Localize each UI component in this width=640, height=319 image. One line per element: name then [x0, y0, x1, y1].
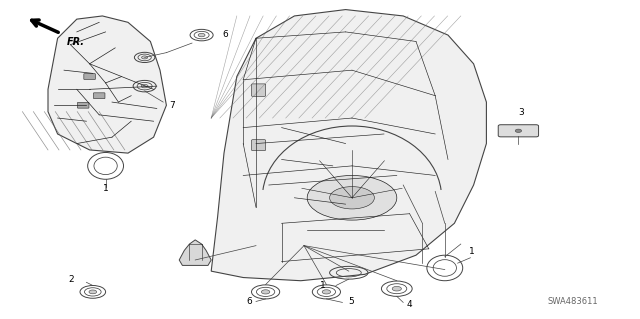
Text: 2: 2 [68, 275, 74, 284]
Circle shape [89, 290, 97, 294]
Circle shape [307, 175, 397, 220]
Text: 1: 1 [103, 184, 108, 193]
Text: 6: 6 [223, 30, 228, 39]
Text: SWA483611: SWA483611 [547, 297, 598, 306]
Text: 6: 6 [247, 297, 252, 306]
Circle shape [392, 286, 401, 291]
Circle shape [141, 85, 148, 88]
FancyBboxPatch shape [252, 140, 266, 151]
Polygon shape [48, 16, 166, 153]
Text: FR.: FR. [67, 37, 85, 47]
FancyBboxPatch shape [77, 102, 89, 108]
Polygon shape [179, 240, 211, 265]
Circle shape [261, 290, 270, 294]
Text: 5: 5 [348, 297, 353, 306]
Text: 7: 7 [170, 101, 175, 110]
Circle shape [198, 33, 205, 37]
FancyBboxPatch shape [499, 125, 539, 137]
Circle shape [330, 187, 374, 209]
Text: 3: 3 [519, 108, 524, 117]
Circle shape [322, 290, 331, 294]
Text: 1: 1 [321, 281, 326, 290]
Circle shape [141, 56, 148, 59]
Text: 1: 1 [470, 247, 475, 256]
Ellipse shape [515, 129, 522, 132]
Polygon shape [211, 10, 486, 281]
FancyBboxPatch shape [93, 93, 105, 99]
FancyBboxPatch shape [84, 74, 95, 79]
Text: 4: 4 [407, 300, 412, 309]
FancyBboxPatch shape [252, 84, 266, 96]
